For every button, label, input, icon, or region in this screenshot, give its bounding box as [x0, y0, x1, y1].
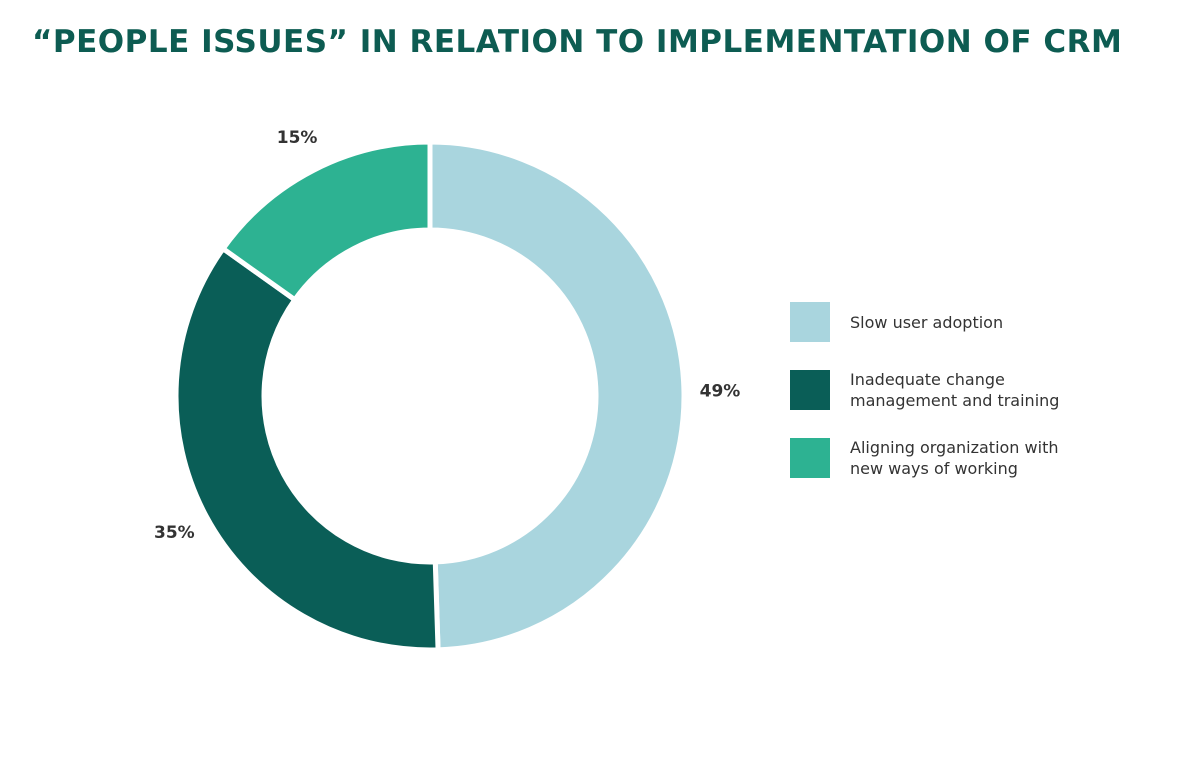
legend-label: Aligning organization with new ways of w…: [850, 438, 1059, 478]
donut-slice: [427, 139, 687, 653]
data-label: 49%: [700, 381, 741, 401]
legend-item: Aligning organization with new ways of w…: [790, 438, 1062, 478]
legend-swatch: [790, 302, 830, 342]
legend-swatch: [790, 438, 830, 478]
data-label: 35%: [154, 523, 195, 543]
chart-title: “PEOPLE ISSUES” IN RELATION TO IMPLEMENT…: [32, 24, 1123, 60]
legend-item: Inadequate change management and trainin…: [790, 370, 1062, 410]
data-label: 15%: [277, 128, 318, 148]
legend: Slow user adoption Inadequate change mana…: [790, 302, 1062, 506]
legend-item: Slow user adoption: [790, 302, 1062, 342]
legend-label: Slow user adoption: [850, 312, 1004, 332]
legend-swatch: [790, 370, 830, 410]
legend-label: Inadequate change management and trainin…: [850, 370, 1060, 410]
donut-slice: [173, 245, 441, 653]
donut-slice: [219, 139, 433, 304]
